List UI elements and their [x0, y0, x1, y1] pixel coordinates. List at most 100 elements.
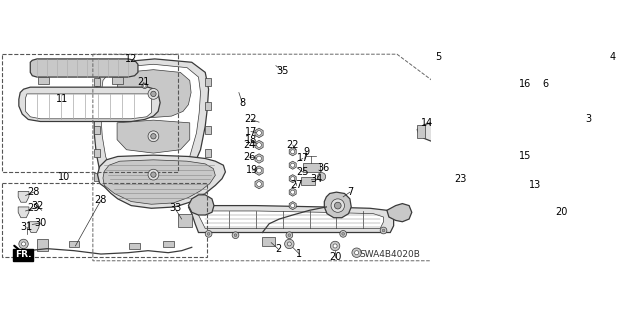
- Text: 32: 32: [31, 201, 43, 211]
- Polygon shape: [205, 173, 211, 181]
- Text: 19: 19: [246, 165, 259, 175]
- Circle shape: [142, 83, 147, 88]
- Polygon shape: [179, 214, 192, 227]
- Polygon shape: [530, 185, 552, 242]
- Polygon shape: [564, 125, 589, 150]
- Polygon shape: [436, 61, 468, 86]
- Polygon shape: [94, 78, 100, 86]
- Polygon shape: [255, 179, 263, 189]
- Polygon shape: [289, 202, 296, 210]
- Circle shape: [19, 239, 28, 249]
- Circle shape: [287, 242, 291, 246]
- Polygon shape: [26, 94, 152, 119]
- Polygon shape: [109, 157, 196, 190]
- Polygon shape: [188, 205, 394, 233]
- Polygon shape: [417, 121, 503, 142]
- Circle shape: [317, 173, 326, 181]
- Circle shape: [288, 234, 291, 237]
- Polygon shape: [550, 87, 593, 97]
- Polygon shape: [289, 161, 296, 169]
- Polygon shape: [19, 87, 160, 122]
- Polygon shape: [303, 163, 319, 172]
- Text: 8: 8: [239, 98, 245, 108]
- Polygon shape: [101, 64, 200, 185]
- Text: 13: 13: [529, 181, 541, 190]
- Text: 22: 22: [287, 140, 299, 150]
- Text: 16: 16: [518, 79, 531, 89]
- Text: 15: 15: [518, 152, 531, 161]
- Polygon shape: [301, 177, 315, 185]
- Polygon shape: [387, 204, 412, 222]
- Circle shape: [234, 234, 237, 237]
- Text: 2: 2: [275, 244, 281, 254]
- Polygon shape: [568, 131, 586, 145]
- Circle shape: [257, 156, 261, 161]
- Polygon shape: [94, 149, 100, 157]
- Text: 20: 20: [329, 252, 341, 263]
- Circle shape: [151, 134, 156, 139]
- Text: 36: 36: [317, 163, 329, 173]
- Circle shape: [335, 202, 341, 209]
- Bar: [2, 54, 179, 172]
- Circle shape: [148, 88, 159, 99]
- Polygon shape: [163, 241, 173, 247]
- Polygon shape: [18, 191, 29, 202]
- Polygon shape: [527, 93, 555, 175]
- Polygon shape: [324, 192, 351, 218]
- Polygon shape: [527, 180, 555, 247]
- Polygon shape: [289, 188, 296, 196]
- Polygon shape: [117, 120, 189, 153]
- Circle shape: [553, 217, 557, 221]
- Text: 9: 9: [303, 147, 309, 157]
- Polygon shape: [28, 222, 39, 233]
- Text: FR.: FR.: [15, 250, 31, 259]
- Polygon shape: [37, 239, 49, 251]
- Circle shape: [380, 227, 387, 234]
- Polygon shape: [559, 91, 586, 94]
- Polygon shape: [205, 125, 211, 134]
- Text: 7: 7: [347, 187, 353, 197]
- Polygon shape: [580, 57, 618, 91]
- Polygon shape: [94, 125, 100, 134]
- Text: 27: 27: [290, 181, 302, 190]
- Bar: [2, 183, 207, 257]
- Circle shape: [591, 66, 607, 82]
- Circle shape: [291, 204, 294, 208]
- Polygon shape: [94, 173, 100, 181]
- Circle shape: [286, 232, 292, 239]
- Circle shape: [460, 196, 467, 202]
- Circle shape: [382, 229, 385, 232]
- Circle shape: [340, 231, 346, 237]
- Circle shape: [448, 182, 456, 189]
- Polygon shape: [417, 125, 425, 138]
- Text: 20: 20: [556, 207, 568, 217]
- Text: 11: 11: [56, 94, 68, 104]
- Circle shape: [257, 143, 261, 147]
- Text: 35: 35: [276, 66, 289, 76]
- Circle shape: [352, 248, 362, 257]
- Polygon shape: [255, 166, 263, 175]
- Text: 4: 4: [609, 52, 616, 62]
- Text: 12: 12: [125, 54, 138, 64]
- Text: 3: 3: [586, 115, 592, 124]
- Polygon shape: [498, 125, 506, 138]
- Circle shape: [257, 182, 261, 186]
- Polygon shape: [255, 140, 263, 150]
- Polygon shape: [205, 102, 211, 110]
- Text: 29: 29: [28, 203, 40, 213]
- Polygon shape: [116, 70, 191, 117]
- Text: 34: 34: [310, 174, 323, 184]
- Circle shape: [355, 251, 358, 255]
- Polygon shape: [68, 241, 79, 247]
- Polygon shape: [289, 148, 296, 156]
- Circle shape: [291, 163, 294, 167]
- Text: 18: 18: [245, 135, 257, 145]
- Circle shape: [342, 233, 344, 235]
- Text: 25: 25: [296, 167, 309, 177]
- Circle shape: [151, 172, 156, 177]
- Polygon shape: [609, 85, 616, 103]
- Circle shape: [257, 130, 261, 135]
- Circle shape: [291, 190, 294, 194]
- Polygon shape: [530, 98, 552, 172]
- Text: 22: 22: [244, 115, 257, 124]
